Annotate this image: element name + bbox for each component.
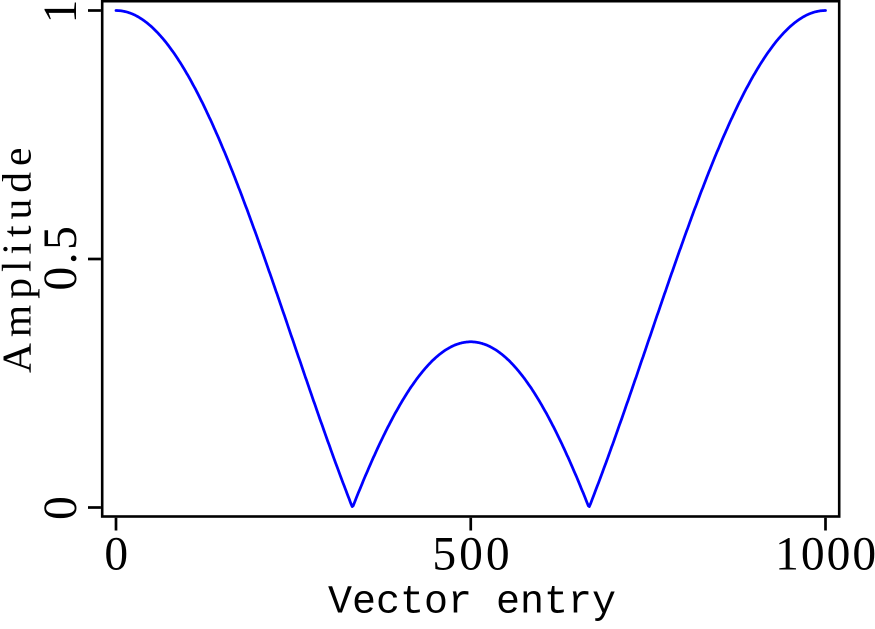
svg-text:0: 0 [104, 529, 128, 581]
svg-text:Vector entry: Vector entry [328, 581, 616, 625]
svg-text:0.5: 0.5 [35, 224, 87, 291]
svg-text:Amplitude: Amplitude [0, 142, 40, 374]
svg-text:0: 0 [35, 496, 87, 520]
svg-text:1: 1 [35, 0, 87, 23]
svg-text:1000: 1000 [775, 529, 875, 581]
svg-text:500: 500 [432, 529, 512, 581]
